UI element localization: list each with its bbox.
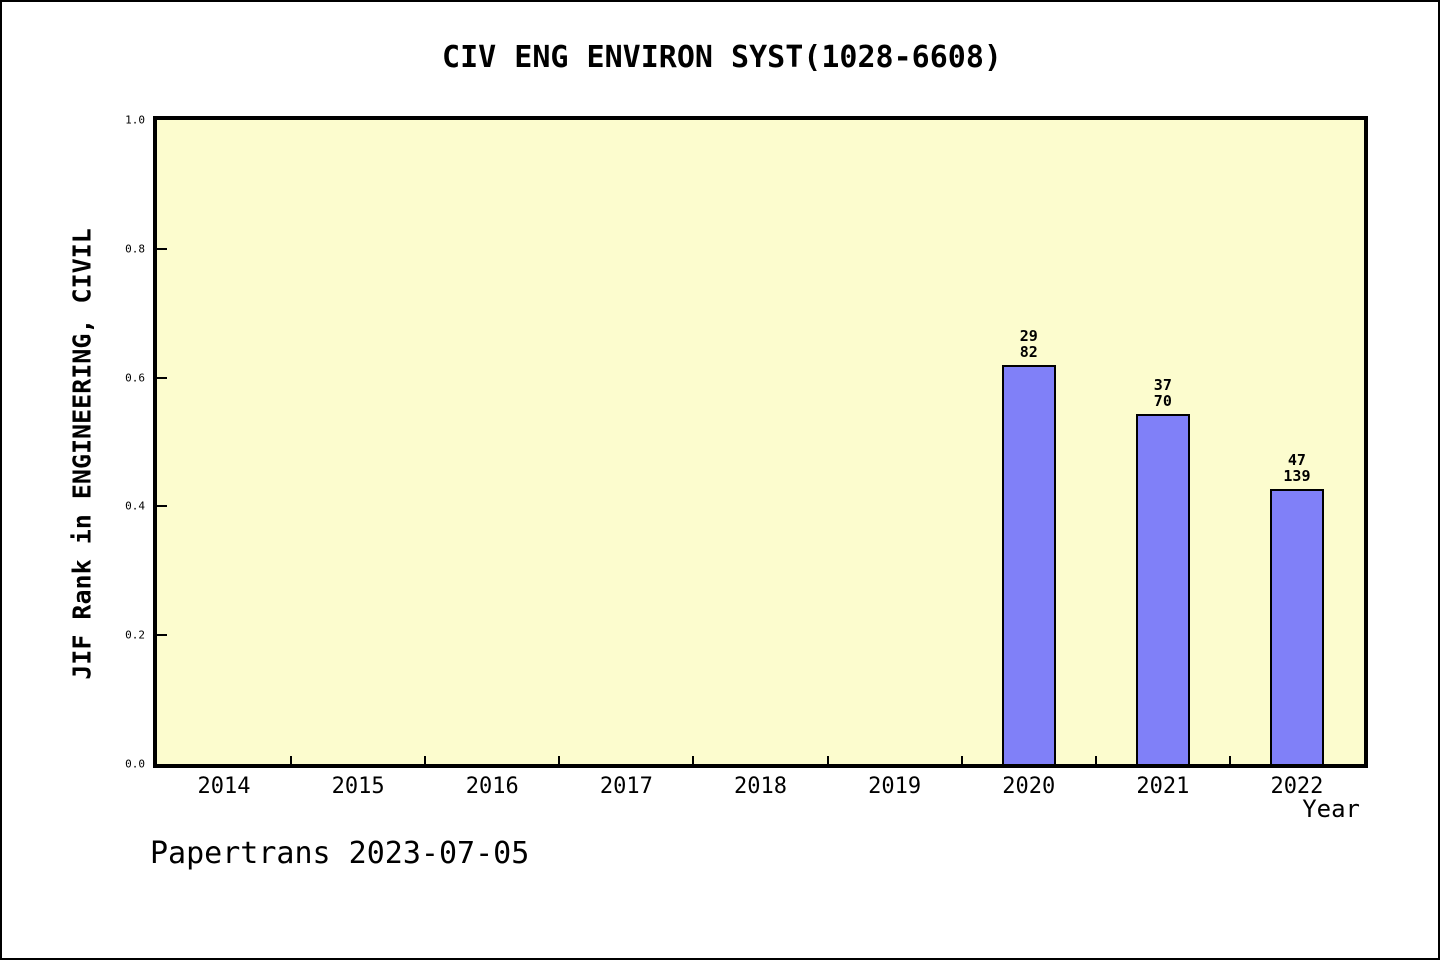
x-tick-label-2015: 2015 [331,774,385,799]
x-axis-tick [960,756,963,764]
bar-label-2020: 29 82 [1019,326,1038,361]
y-tick-label: 1.0 [125,113,145,127]
x-axis-tick [692,756,695,764]
y-axis-tick [157,634,167,637]
y-tick-label: 0.0 [125,757,145,771]
y-axis-tick [157,247,167,250]
x-tick-label-2020: 2020 [1002,774,1056,799]
x-axis-tick [1094,756,1097,764]
plot-inner: 2014 2015 2016 2017 2018 2019 2020 29 82 2021 37 … [125,114,1364,799]
footer-watermark: Papertrans 2023-07-05 [150,836,530,871]
chart-title: CIV ENG ENVIRON SYST(1028-6608) [442,40,1002,75]
y-tick-label: 0.2 [125,628,145,642]
y-tick-label: 0.6 [125,371,145,385]
x-axis-tick [290,756,293,764]
x-axis-tick [1228,756,1231,764]
x-tick-label-2014: 2014 [197,774,251,799]
x-tick-label-2021: 2021 [1136,774,1190,799]
y-axis-tick [157,376,167,379]
x-tick-label-2019: 2019 [868,774,922,799]
bar-2021 [1135,414,1190,764]
x-tick-label-2018: 2018 [734,774,787,799]
y-tick-label: 0.4 [125,499,145,513]
y-axis-label: JIF Rank in ENGINEERING, CIVIL [67,228,97,680]
plot-area: 2014 2015 2016 2017 2018 2019 2020 29 82 2021 37 … [125,114,1368,799]
bar-2020 [1001,364,1056,764]
bar-2022 [1269,489,1324,764]
x-tick-label-2017: 2017 [599,774,653,799]
x-tick-label-2016: 2016 [465,774,519,799]
x-axis-tick [558,756,561,764]
bar-label-2022: 47 139 [1283,451,1311,486]
x-tick-label-2022: 2022 [1270,774,1324,799]
y-tick-label: 0.8 [125,242,145,256]
x-axis-label: Year [1302,795,1360,823]
x-axis-tick [424,756,427,764]
y-axis-tick [157,505,167,508]
bar-label-2021: 37 70 [1153,376,1172,411]
x-axis-tick [826,756,829,764]
